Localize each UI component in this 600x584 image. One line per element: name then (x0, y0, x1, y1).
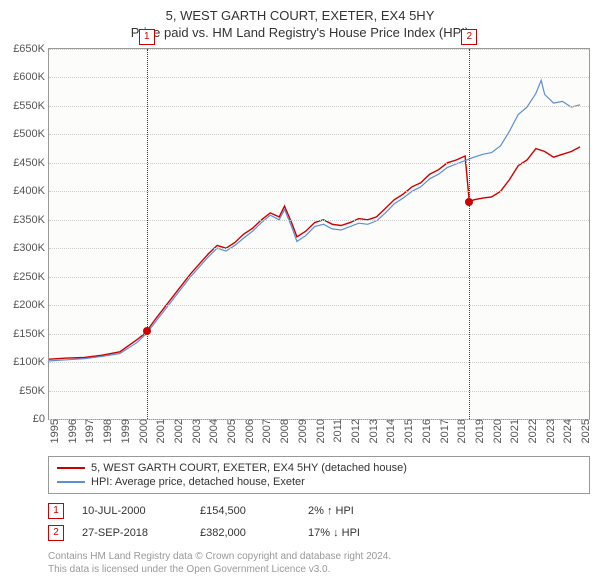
x-tick-label: 2023 (541, 419, 557, 443)
sale-number-badge: 1 (48, 503, 64, 519)
grid-line (49, 277, 589, 278)
grid-line (49, 391, 589, 392)
sale-number-badge: 2 (48, 525, 64, 541)
y-tick-label: £250K (13, 271, 49, 283)
x-tick-label: 2022 (523, 419, 539, 443)
sale-marker-box: 2 (461, 29, 477, 45)
y-tick-label: £50K (19, 385, 49, 397)
y-tick-label: £500K (13, 128, 49, 140)
grid-line (49, 334, 589, 335)
grid-line (49, 106, 589, 107)
y-tick-label: £650K (13, 43, 49, 55)
y-tick-label: £450K (13, 157, 49, 169)
title-line1: 5, WEST GARTH COURT, EXETER, EX4 5HY (0, 8, 600, 23)
x-tick-label: 2000 (134, 419, 150, 443)
sale-dot (465, 198, 473, 206)
sale-row: 2 27-SEP-2018 £382,000 17% ↓ HPI (48, 522, 590, 544)
x-tick-label: 2015 (399, 419, 415, 443)
series-property (49, 147, 580, 359)
sale-pct-vs-hpi: 2% ↑ HPI (308, 505, 354, 517)
x-tick-label: 1997 (80, 419, 96, 443)
x-tick-label: 2008 (275, 419, 291, 443)
x-tick-label: 2006 (240, 419, 256, 443)
x-tick-label: 2017 (435, 419, 451, 443)
x-tick-label: 2012 (346, 419, 362, 443)
x-tick-label: 2001 (151, 419, 167, 443)
x-tick-label: 2019 (470, 419, 486, 443)
grid-line (49, 191, 589, 192)
x-tick-label: 2016 (417, 419, 433, 443)
legend-item: HPI: Average price, detached house, Exet… (57, 475, 581, 489)
footer-note: Contains HM Land Registry data © Crown c… (48, 550, 590, 584)
y-tick-label: £350K (13, 214, 49, 226)
grid-line (49, 49, 589, 50)
legend-label: HPI: Average price, detached house, Exet… (91, 476, 305, 488)
x-tick-label: 2018 (452, 419, 468, 443)
x-tick-label: 2002 (169, 419, 185, 443)
x-tick-label: 2010 (311, 419, 327, 443)
y-tick-label: £400K (13, 185, 49, 197)
sale-date: 27-SEP-2018 (82, 527, 182, 539)
y-tick-label: £150K (13, 328, 49, 340)
x-tick-label: 2013 (364, 419, 380, 443)
grid-line (49, 220, 589, 221)
x-tick-label: 2011 (328, 419, 344, 443)
sale-row: 1 10-JUL-2000 £154,500 2% ↑ HPI (48, 500, 590, 522)
sale-dot (143, 327, 151, 335)
grid-line (49, 362, 589, 363)
x-tick-label: 2021 (505, 419, 521, 443)
x-tick-label: 2007 (257, 419, 273, 443)
sale-pct-vs-hpi: 17% ↓ HPI (308, 527, 360, 539)
sale-guideline (469, 49, 470, 419)
title-block: 5, WEST GARTH COURT, EXETER, EX4 5HY Pri… (0, 0, 600, 40)
chart-container: 5, WEST GARTH COURT, EXETER, EX4 5HY Pri… (0, 0, 600, 584)
sale-guideline (147, 49, 148, 419)
x-tick-label: 2014 (381, 419, 397, 443)
y-tick-label: £300K (13, 242, 49, 254)
sales-table: 1 10-JUL-2000 £154,500 2% ↑ HPI 2 27-SEP-2018… (48, 500, 590, 544)
x-tick-label: 2024 (558, 419, 574, 443)
grid-line (49, 305, 589, 306)
y-tick-label: £100K (13, 356, 49, 368)
footer-line1: Contains HM Land Registry data © Crown c… (48, 550, 590, 563)
x-tick-label: 2005 (222, 419, 238, 443)
x-tick-label: 1996 (63, 419, 79, 443)
x-tick-label: 2025 (576, 419, 592, 443)
grid-line (49, 248, 589, 249)
chart-svg (49, 49, 589, 419)
legend: 5, WEST GARTH COURT, EXETER, EX4 5HY (de… (48, 456, 590, 494)
legend-swatch (57, 467, 85, 469)
sale-price: £382,000 (200, 527, 290, 539)
title-line2: Price paid vs. HM Land Registry's House … (0, 25, 600, 40)
sale-price: £154,500 (200, 505, 290, 517)
y-tick-label: £550K (13, 100, 49, 112)
x-tick-label: 1998 (98, 419, 114, 443)
grid-line (49, 163, 589, 164)
footer-line2: This data is licensed under the Open Gov… (48, 563, 590, 576)
grid-line (49, 77, 589, 78)
x-tick-label: 1999 (116, 419, 132, 443)
x-tick-label: 2003 (187, 419, 203, 443)
x-tick-label: 1995 (45, 419, 61, 443)
x-tick-label: 2020 (488, 419, 504, 443)
sale-date: 10-JUL-2000 (82, 505, 182, 517)
legend-swatch (57, 481, 85, 483)
legend-label: 5, WEST GARTH COURT, EXETER, EX4 5HY (de… (91, 462, 407, 474)
x-tick-label: 2009 (293, 419, 309, 443)
chart-plot-area: £0£50K£100K£150K£200K£250K£300K£350K£400… (48, 48, 590, 420)
y-tick-label: £200K (13, 299, 49, 311)
y-tick-label: £600K (13, 71, 49, 83)
legend-item: 5, WEST GARTH COURT, EXETER, EX4 5HY (de… (57, 461, 581, 475)
grid-line (49, 134, 589, 135)
sale-marker-box: 1 (139, 29, 155, 45)
x-tick-label: 2004 (204, 419, 220, 443)
